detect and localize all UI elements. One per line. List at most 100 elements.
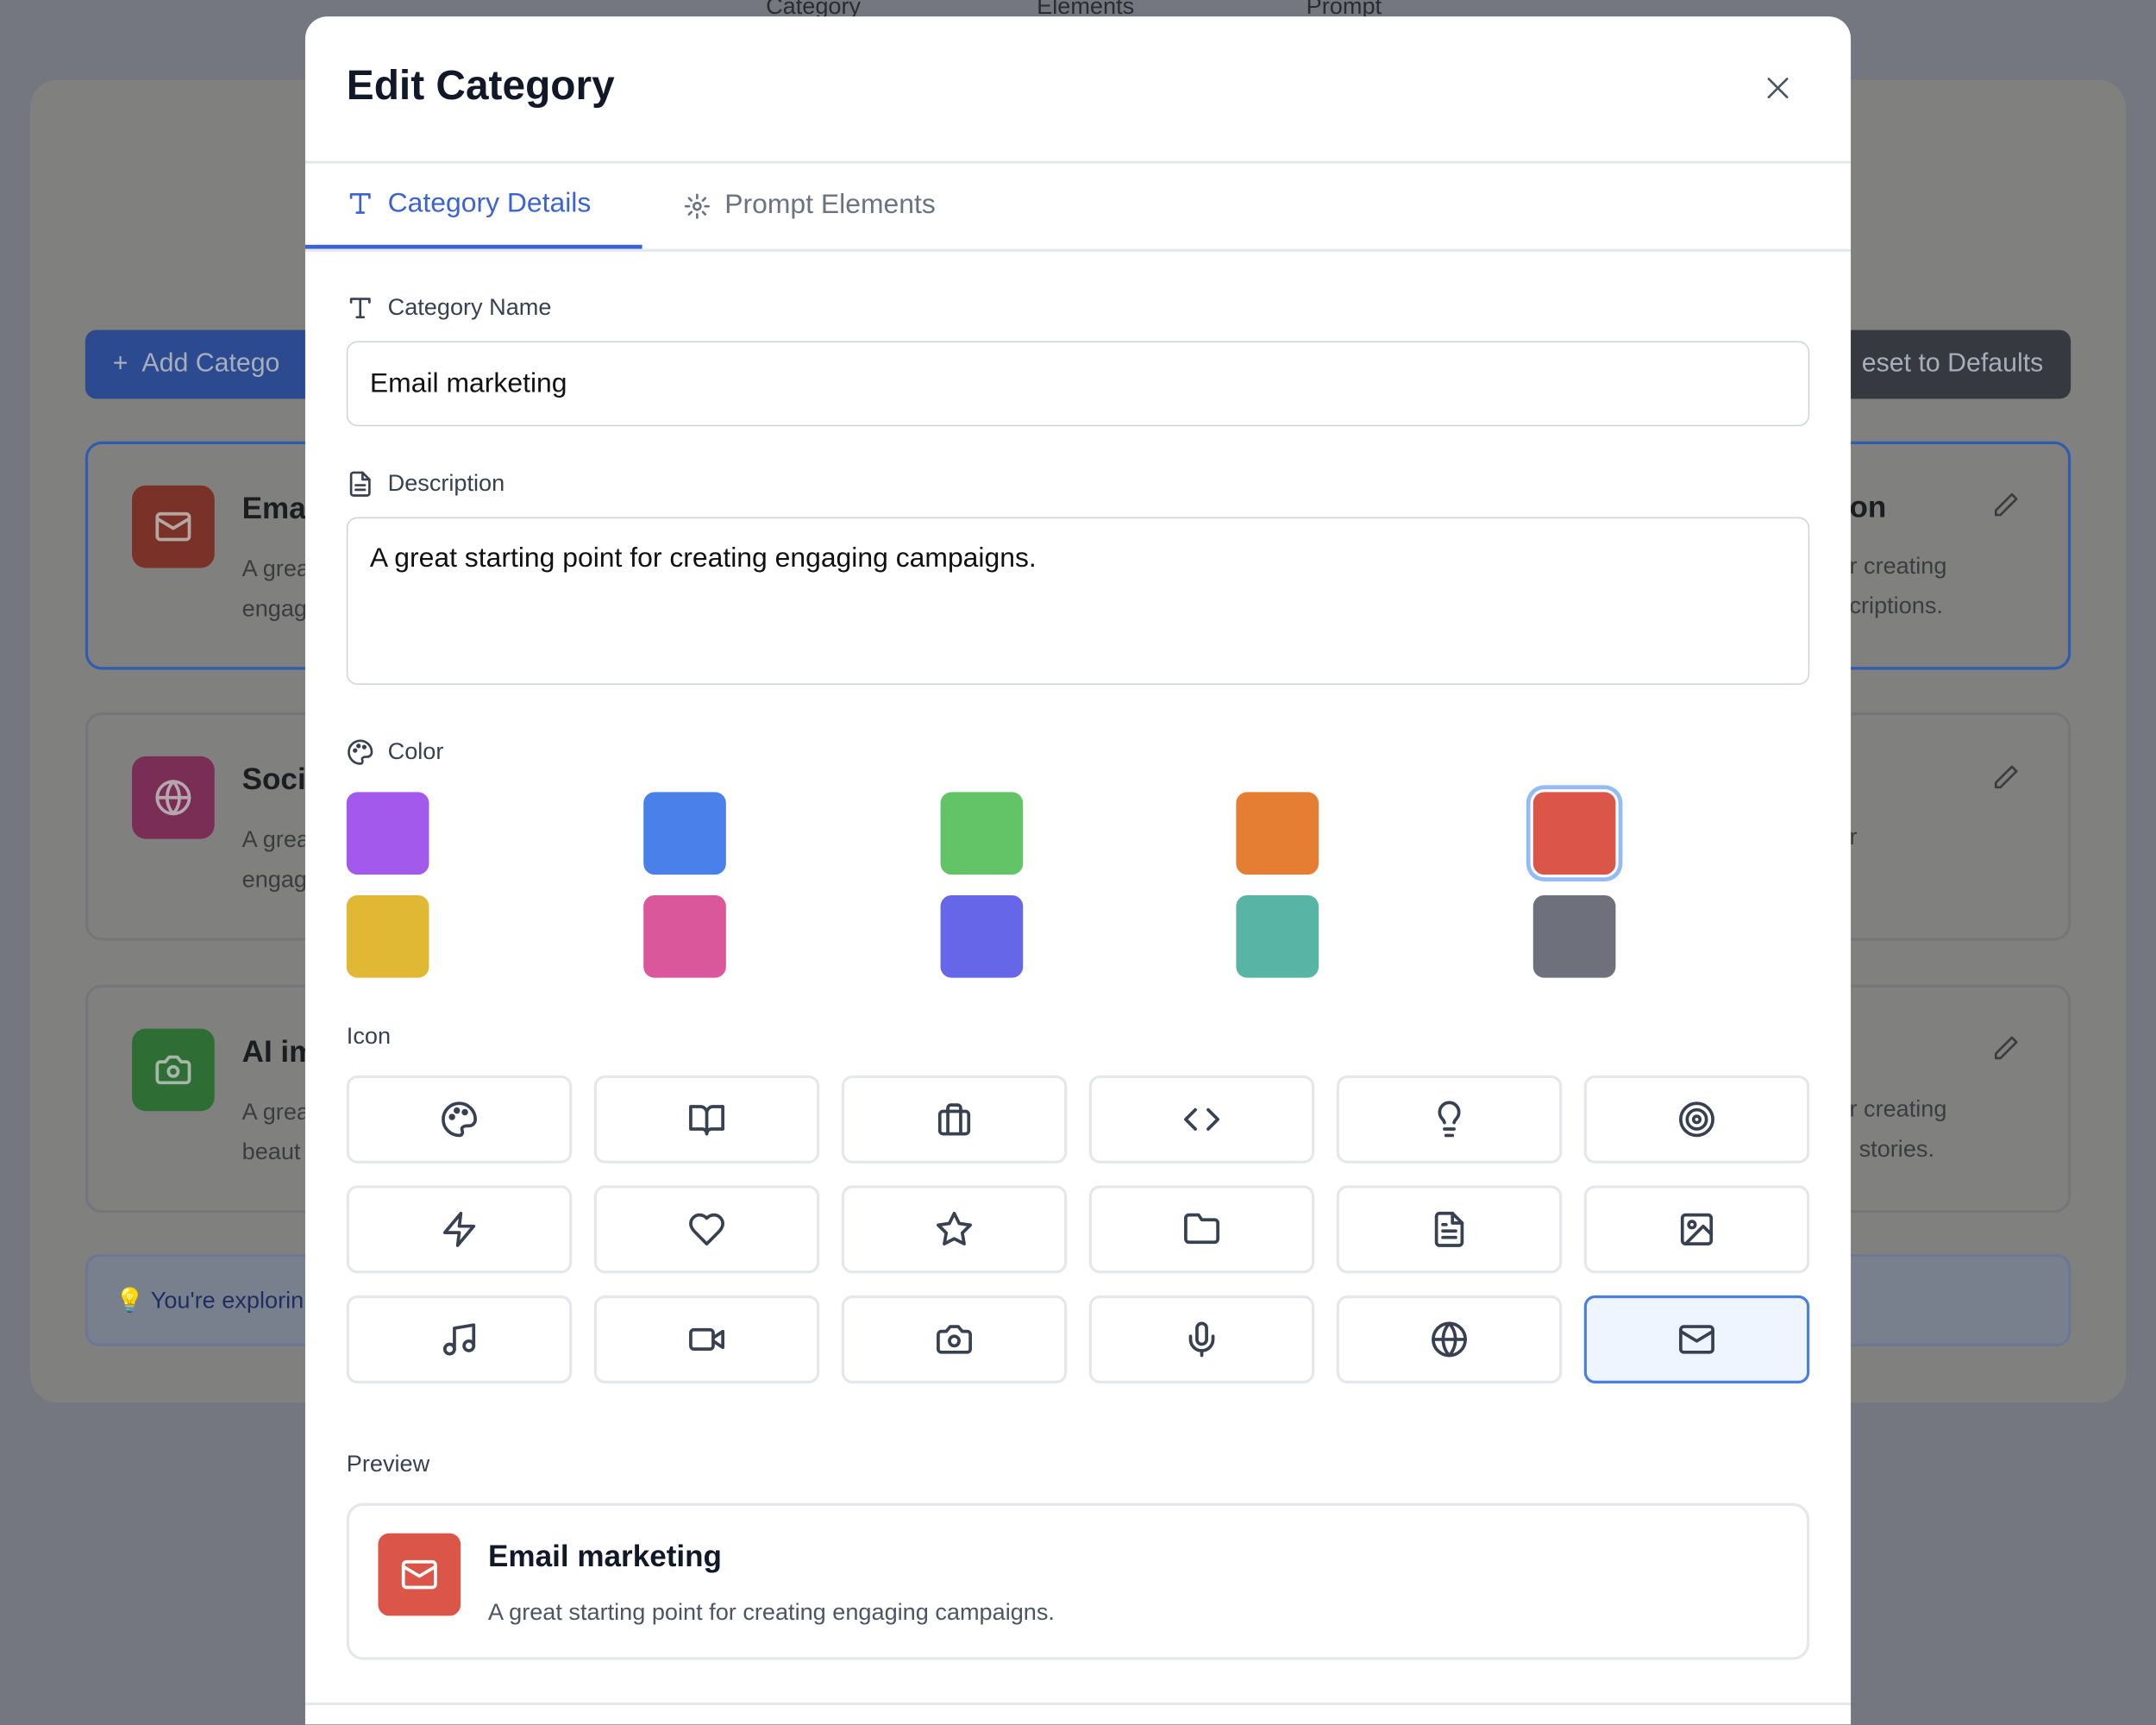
- bg-card-desc: A grea: [241, 826, 310, 853]
- tab-prompt-elements[interactable]: Prompt Elements: [642, 162, 977, 248]
- icon-option-lightbulb[interactable]: [1336, 1075, 1563, 1164]
- description-label: Description: [347, 470, 505, 498]
- globe-icon: [132, 756, 215, 839]
- file-text-icon: [349, 471, 371, 497]
- icon-option-mail[interactable]: [1583, 1295, 1810, 1383]
- bg-column-category: Category: [766, 0, 862, 20]
- pencil-icon[interactable]: [1992, 763, 2020, 791]
- bg-card-desc: beaut: [241, 1138, 301, 1165]
- icon-option-heart[interactable]: [593, 1185, 820, 1274]
- info-text-label: You're explorin: [150, 1287, 304, 1314]
- camera-icon: [937, 1325, 972, 1354]
- color-swatch[interactable]: [1532, 792, 1616, 875]
- pencil-icon[interactable]: [1992, 491, 2020, 518]
- color-swatch[interactable]: [642, 894, 726, 978]
- icon-option-book-open[interactable]: [593, 1075, 820, 1164]
- modal-title: Edit Category: [346, 63, 615, 109]
- target-icon: [1679, 1101, 1714, 1138]
- color-swatch[interactable]: [1236, 792, 1319, 875]
- color-swatch[interactable]: [346, 894, 429, 978]
- file-text-icon: [1434, 1211, 1464, 1247]
- add-category-label: Add Catego: [141, 348, 280, 379]
- preview-card: Email marketing A great starting point f…: [346, 1502, 1810, 1660]
- color-swatch[interactable]: [1532, 894, 1616, 978]
- bg-card-desc-right: stories.: [1858, 1135, 1934, 1163]
- bg-card-title: Soci: [241, 762, 306, 797]
- preview-desc: A great starting point for creating enga…: [488, 1599, 1055, 1626]
- bg-column-prompt: Prompt: [1306, 0, 1382, 20]
- type-icon: [349, 193, 371, 214]
- lightbulb-icon: [1438, 1101, 1461, 1138]
- icon-option-camera[interactable]: [841, 1295, 1068, 1383]
- bg-card-title: Emai: [241, 491, 315, 526]
- category-name-input[interactable]: Email marketing: [346, 341, 1810, 427]
- icon-option-file-text[interactable]: [1336, 1185, 1563, 1274]
- icon-option-palette[interactable]: [346, 1075, 573, 1164]
- bg-card-desc: A grea: [241, 1098, 310, 1126]
- close-icon[interactable]: [1764, 74, 1792, 102]
- icon-option-globe[interactable]: [1336, 1295, 1563, 1383]
- bg-card-title-right: on: [1849, 489, 1887, 524]
- reset-defaults-label: eset to Defaults: [1861, 348, 2044, 379]
- preview-title: Email marketing: [488, 1539, 722, 1573]
- label-text: Category Name: [387, 294, 552, 321]
- info-text: 💡 You're explorin: [115, 1287, 304, 1314]
- tab-label: Category Details: [387, 187, 592, 218]
- plus-icon: +: [112, 348, 128, 379]
- color-swatch[interactable]: [1236, 894, 1319, 978]
- folder-icon: [1184, 1213, 1219, 1245]
- music-icon: [442, 1323, 476, 1356]
- category-name-label: Category Name: [347, 294, 552, 322]
- image-icon: [1680, 1213, 1714, 1245]
- heart-icon: [689, 1213, 724, 1245]
- pencil-icon[interactable]: [1992, 1034, 2020, 1062]
- bg-card-desc-right: r creating: [1849, 1095, 1947, 1123]
- bg-card-desc-right: criptions.: [1849, 593, 1943, 619]
- type-icon: [349, 298, 371, 319]
- camera-icon: [132, 1028, 215, 1112]
- icon-option-image[interactable]: [1583, 1185, 1810, 1274]
- briefcase-icon: [937, 1103, 971, 1136]
- icon-option-zap[interactable]: [346, 1185, 573, 1274]
- color-swatch[interactable]: [939, 894, 1023, 978]
- bg-card-desc: A grea: [241, 555, 310, 582]
- bg-card-desc: engag: [241, 595, 307, 622]
- gear-icon: [684, 192, 710, 218]
- edit-category-modal: Edit Category Category Details Prompt El…: [304, 16, 1852, 1725]
- book-open-icon: [689, 1105, 724, 1136]
- mail-icon: [132, 485, 215, 568]
- bg-column-elements: Elements: [1037, 0, 1135, 20]
- color-swatch[interactable]: [346, 792, 429, 875]
- icon-option-star[interactable]: [841, 1185, 1068, 1274]
- mic-icon: [1188, 1321, 1215, 1358]
- globe-icon: [1432, 1321, 1467, 1358]
- divider: [304, 160, 1852, 164]
- color-swatch[interactable]: [939, 792, 1023, 875]
- preview-label: Preview: [346, 1451, 430, 1477]
- icon-option-folder[interactable]: [1088, 1185, 1315, 1274]
- icon-option-target[interactable]: [1583, 1075, 1810, 1164]
- divider: [304, 248, 1852, 252]
- icon-label: Icon: [346, 1023, 392, 1050]
- icon-option-code[interactable]: [1088, 1075, 1315, 1164]
- description-textarea[interactable]: A great starting point for creating enga…: [346, 517, 1810, 686]
- mail-icon: [378, 1533, 461, 1616]
- code-icon: [1184, 1107, 1219, 1131]
- divider: [304, 1702, 1852, 1706]
- bg-card-title: AI im: [241, 1033, 317, 1069]
- palette-icon: [348, 739, 373, 765]
- palette-icon: [442, 1101, 477, 1138]
- color-label: Color: [347, 738, 443, 766]
- video-icon: [689, 1327, 724, 1351]
- color-swatch[interactable]: [642, 792, 726, 875]
- icon-option-video[interactable]: [593, 1295, 820, 1383]
- tab-category-details[interactable]: Category Details: [304, 162, 642, 249]
- bg-card-desc-right: r creating: [1849, 552, 1947, 580]
- zap-icon: [442, 1211, 476, 1247]
- bg-card-desc: engag: [241, 866, 307, 893]
- star-icon: [937, 1211, 972, 1245]
- icon-option-briefcase[interactable]: [841, 1075, 1068, 1164]
- icon-option-mic[interactable]: [1088, 1295, 1315, 1383]
- icon-option-music[interactable]: [346, 1295, 573, 1383]
- label-text: Description: [387, 470, 505, 497]
